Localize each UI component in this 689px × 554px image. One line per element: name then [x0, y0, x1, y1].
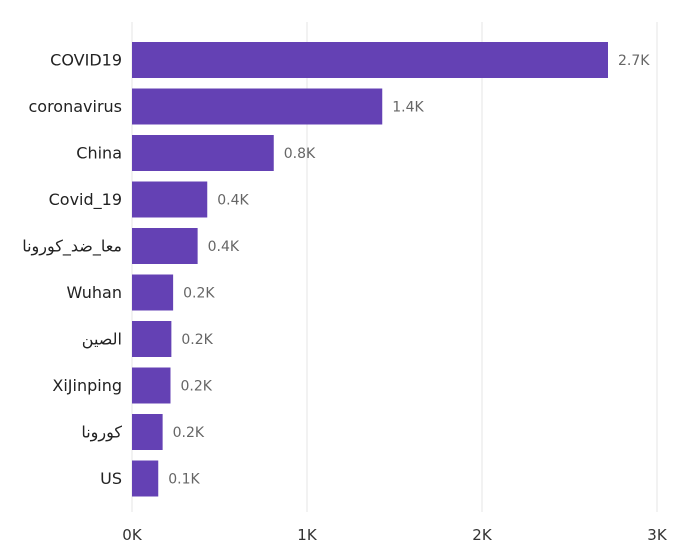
bar[interactable]: [132, 228, 198, 264]
category-label: COVID19: [50, 51, 122, 70]
value-label: 0.4K: [208, 239, 240, 255]
value-label: 0.1K: [168, 472, 200, 488]
category-label: China: [76, 144, 122, 163]
bar[interactable]: [132, 367, 171, 404]
category-label: US: [100, 469, 122, 488]
category-label: كورونا: [81, 423, 122, 443]
bar[interactable]: [132, 181, 208, 218]
category-label: معا_ضد_كورونا: [22, 237, 122, 257]
category-label: Covid_19: [49, 190, 122, 210]
bar[interactable]: [132, 88, 383, 125]
value-label: 1.4K: [392, 100, 424, 116]
value-label: 0.8K: [284, 146, 316, 162]
value-label: 0.2K: [173, 425, 205, 441]
value-label: 0.2K: [181, 379, 213, 395]
value-label: 0.2K: [181, 332, 213, 348]
value-label: 2.7K: [618, 53, 650, 69]
category-label: XiJinping: [52, 376, 122, 395]
bar[interactable]: [132, 321, 172, 357]
bar[interactable]: [132, 42, 608, 78]
category-labels: COVID19 coronavirus China Covid_19 معا_ضد_كو…: [22, 51, 122, 489]
bar[interactable]: [132, 460, 159, 497]
value-label: 0.4K: [217, 193, 249, 209]
bar[interactable]: [132, 135, 274, 171]
x-axis-ticks: 0K 1K 2K 3K: [122, 526, 668, 544]
category-label: Wuhan: [67, 283, 122, 302]
bar[interactable]: [132, 274, 174, 311]
bar[interactable]: [132, 414, 163, 450]
x-tick-label: 2K: [472, 526, 493, 544]
category-label: الصين: [82, 330, 122, 350]
x-tick-label: 1K: [297, 526, 318, 544]
value-labels: 2.7K 1.4K 0.8K 0.4K 0.4K 0.2K 0.2K 0.2K 0.2K 0.1K: [168, 53, 650, 488]
bars: [132, 42, 608, 497]
value-label: 0.2K: [183, 286, 215, 302]
category-label: coronavirus: [28, 97, 122, 116]
x-tick-label: 0K: [122, 526, 143, 544]
x-tick-label: 3K: [647, 526, 668, 544]
